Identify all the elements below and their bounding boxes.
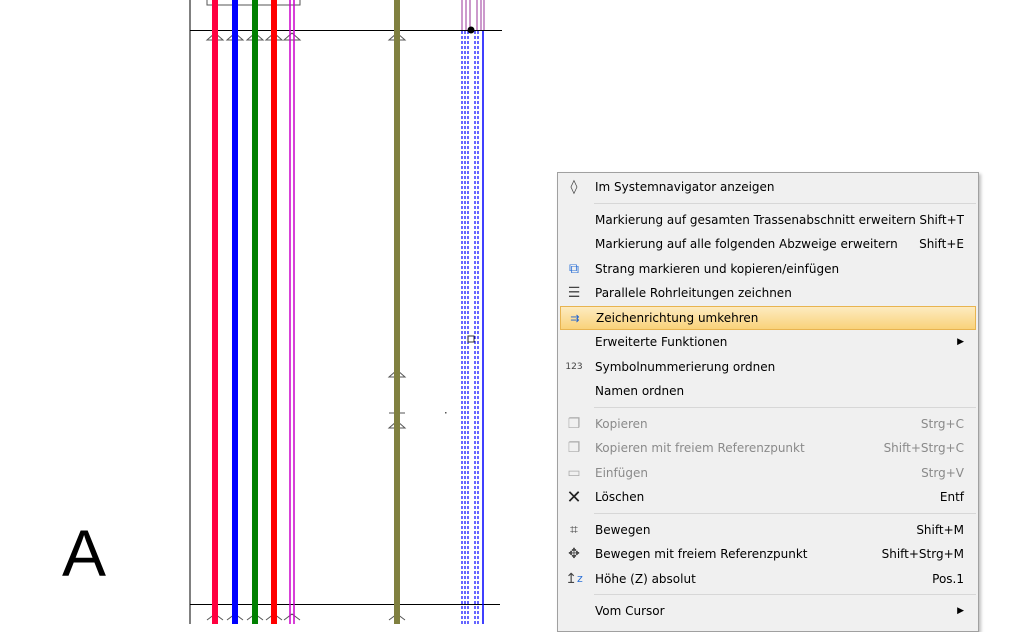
menu-item-move-reference[interactable]: ✥ Bewegen mit freiem Referenzpunkt Shift+S… — [558, 542, 978, 567]
menu-item-paste[interactable]: ▭ Einfügen Strg+V — [558, 461, 978, 486]
menu-item-parallel-pipes[interactable]: ☰ Parallele Rohrleitungen zeichnen — [558, 281, 978, 306]
pipe-blue[interactable] — [232, 0, 238, 624]
copy-add-icon: ⧉ — [569, 260, 579, 277]
pipe-olive[interactable] — [394, 0, 400, 624]
menu-item-from-cursor[interactable]: Vom Cursor ▶ — [595, 604, 964, 619]
menu-separator — [558, 200, 978, 208]
menu-item-sort-names[interactable]: Namen ordnen — [595, 384, 685, 399]
pipe-green[interactable] — [252, 0, 258, 624]
parallel-lines-icon: ☰ — [567, 285, 581, 301]
cursor-dot — [445, 412, 447, 414]
menu-item-delete[interactable]: ✕ Löschen Entf — [558, 485, 978, 510]
menu-item-copy[interactable]: ❐ Kopieren Strg+C — [558, 412, 978, 437]
selection-point[interactable] — [467, 26, 475, 34]
delete-icon: ✕ — [566, 486, 582, 508]
connection-marker — [467, 335, 475, 343]
pipe-crimson[interactable] — [212, 0, 218, 624]
menu-item-move[interactable]: ⌗ Bewegen Shift+M — [558, 518, 978, 543]
menu-separator — [558, 510, 978, 518]
pipe-magenta[interactable] — [289, 0, 295, 624]
copy-reference-icon: ❐ — [567, 440, 581, 456]
menu-item-height-absolute[interactable]: ↥ z Höhe (Z) absolut Pos.1 — [565, 570, 964, 587]
submenu-arrow-icon: ▶ — [957, 606, 964, 617]
numbering-icon: 123 — [565, 361, 583, 372]
copy-icon: ❐ — [567, 415, 581, 432]
menu-item-copy-reference[interactable]: ❐ Kopieren mit freiem Referenzpunkt Shift+… — [558, 436, 978, 461]
drop-icon: ◊ — [570, 179, 578, 195]
pipe-bundle-purple[interactable] — [461, 0, 485, 30]
pipe-red[interactable] — [271, 0, 277, 624]
menu-item-extend-branches[interactable]: Markierung auf alle folgenden Abzweige e… — [595, 237, 964, 252]
move-icon: ⌗ — [570, 521, 578, 538]
menu-item-symbol-numbering[interactable]: 123 Symbolnummerierung ordnen — [558, 355, 978, 380]
paste-icon: ▭ — [567, 464, 581, 481]
move-reference-icon: ✥ — [568, 546, 580, 562]
section-label: A — [62, 516, 107, 590]
menu-item-extend-section[interactable]: Markierung auf gesamten Trassenabschnitt… — [595, 212, 964, 227]
menu-item-advanced-functions[interactable]: Erweiterte Funktionen ▶ — [595, 335, 964, 350]
menu-item-reverse-direction[interactable]: ⇉ Zeichenrichtung umkehren — [560, 305, 976, 330]
context-menu: ◊ Im Systemnavigator anzeigen Markierung … — [557, 172, 979, 632]
height-z-icon: ↥ z — [565, 570, 583, 587]
menu-item-system-navigator[interactable]: ◊ Im Systemnavigator anzeigen — [558, 175, 978, 200]
menu-item-mark-copy-strand[interactable]: ⧉ Strang markieren und kopieren/einfügen — [558, 257, 978, 282]
menu-separator — [558, 591, 978, 599]
menu-separator — [558, 404, 978, 412]
pipe-bundle-blue-dashed[interactable] — [461, 31, 479, 624]
submenu-arrow-icon: ▶ — [957, 337, 964, 348]
reverse-direction-icon: ⇉ — [570, 312, 580, 325]
